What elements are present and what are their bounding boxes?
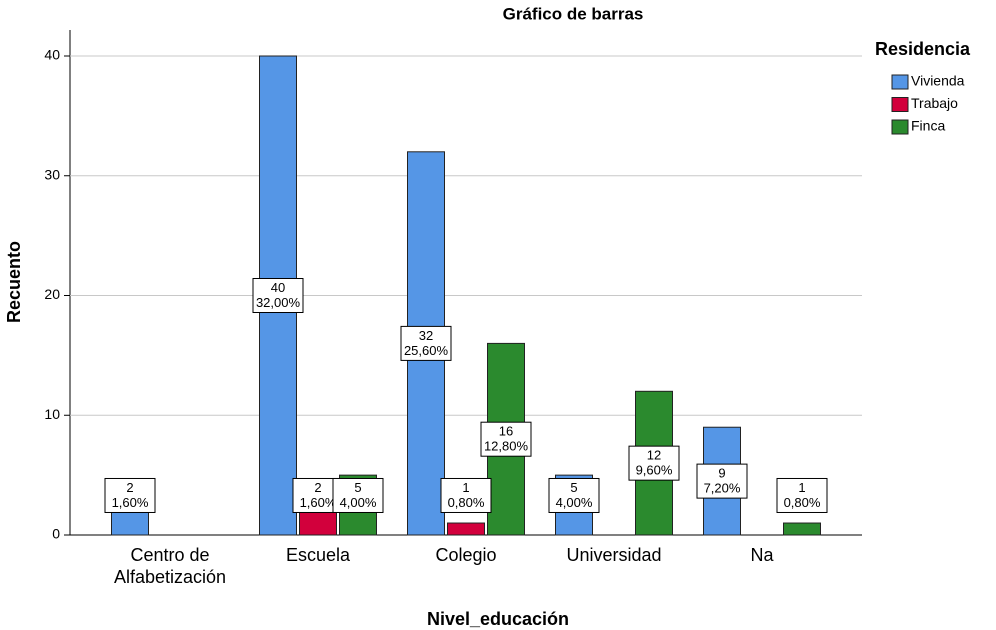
chart-title: Gráfico de barras — [503, 4, 644, 23]
x-tick-label: Colegio — [435, 545, 496, 565]
data-label-percent: 1,60% — [112, 495, 149, 510]
y-tick-label: 10 — [44, 406, 60, 422]
data-label: 2 — [126, 480, 133, 495]
legend-title: Residencia — [875, 39, 971, 59]
data-label-percent: 4,00% — [340, 495, 377, 510]
y-tick-label: 30 — [44, 166, 60, 182]
data-label-percent: 0,80% — [784, 495, 821, 510]
data-label: 5 — [570, 480, 577, 495]
y-axis-title: Recuento — [4, 241, 24, 323]
data-label-percent: 12,80% — [484, 439, 529, 454]
x-tick-label: Escuela — [286, 545, 351, 565]
data-label-box — [400, 325, 452, 361]
data-label-box — [440, 477, 492, 513]
y-tick-label: 20 — [44, 286, 60, 302]
data-label-box — [252, 278, 304, 313]
data-label-box — [480, 421, 532, 457]
data-label-percent: 0,80% — [448, 495, 485, 510]
bar — [111, 510, 149, 536]
legend-swatch — [891, 74, 909, 90]
data-label-percent: 4,00% — [556, 495, 593, 510]
x-axis-title: Nivel_educación — [427, 609, 569, 629]
data-label: 1 — [462, 480, 469, 495]
x-tick-label: Centro de Alfabetización — [114, 545, 226, 587]
data-label-percent: 7,20% — [704, 481, 741, 496]
data-label-box — [628, 445, 680, 481]
data-label-box — [104, 477, 156, 513]
data-label-box — [332, 477, 384, 513]
data-label-box — [696, 463, 748, 499]
data-label: 5 — [354, 480, 361, 495]
legend-label: Trabajo — [911, 95, 958, 111]
x-tick-label: Na — [750, 545, 774, 565]
legend-label: Vivienda — [911, 73, 965, 89]
data-label: 12 — [647, 448, 661, 463]
data-label-percent: 9,60% — [636, 463, 673, 478]
data-label: 1 — [798, 480, 805, 495]
data-label: 16 — [499, 424, 513, 439]
legend-swatch — [891, 97, 909, 112]
y-tick-label: 40 — [44, 47, 60, 63]
y-tick-label: 0 — [52, 526, 60, 542]
bar — [783, 522, 821, 536]
legend-swatch — [891, 119, 909, 135]
data-label-percent: 25,60% — [404, 343, 449, 358]
data-label-box — [548, 477, 600, 513]
x-tick-label: Universidad — [566, 545, 661, 565]
data-label: 9 — [718, 466, 725, 481]
bar — [447, 522, 485, 536]
data-label: 32 — [419, 328, 433, 343]
data-label-percent: 32,00% — [256, 295, 301, 310]
legend-label: Finca — [911, 118, 945, 134]
data-label: 40 — [271, 280, 285, 295]
bar — [299, 510, 337, 536]
data-label-box — [776, 477, 828, 513]
data-label-percent: 1,60% — [300, 495, 337, 510]
data-label: 2 — [314, 480, 321, 495]
